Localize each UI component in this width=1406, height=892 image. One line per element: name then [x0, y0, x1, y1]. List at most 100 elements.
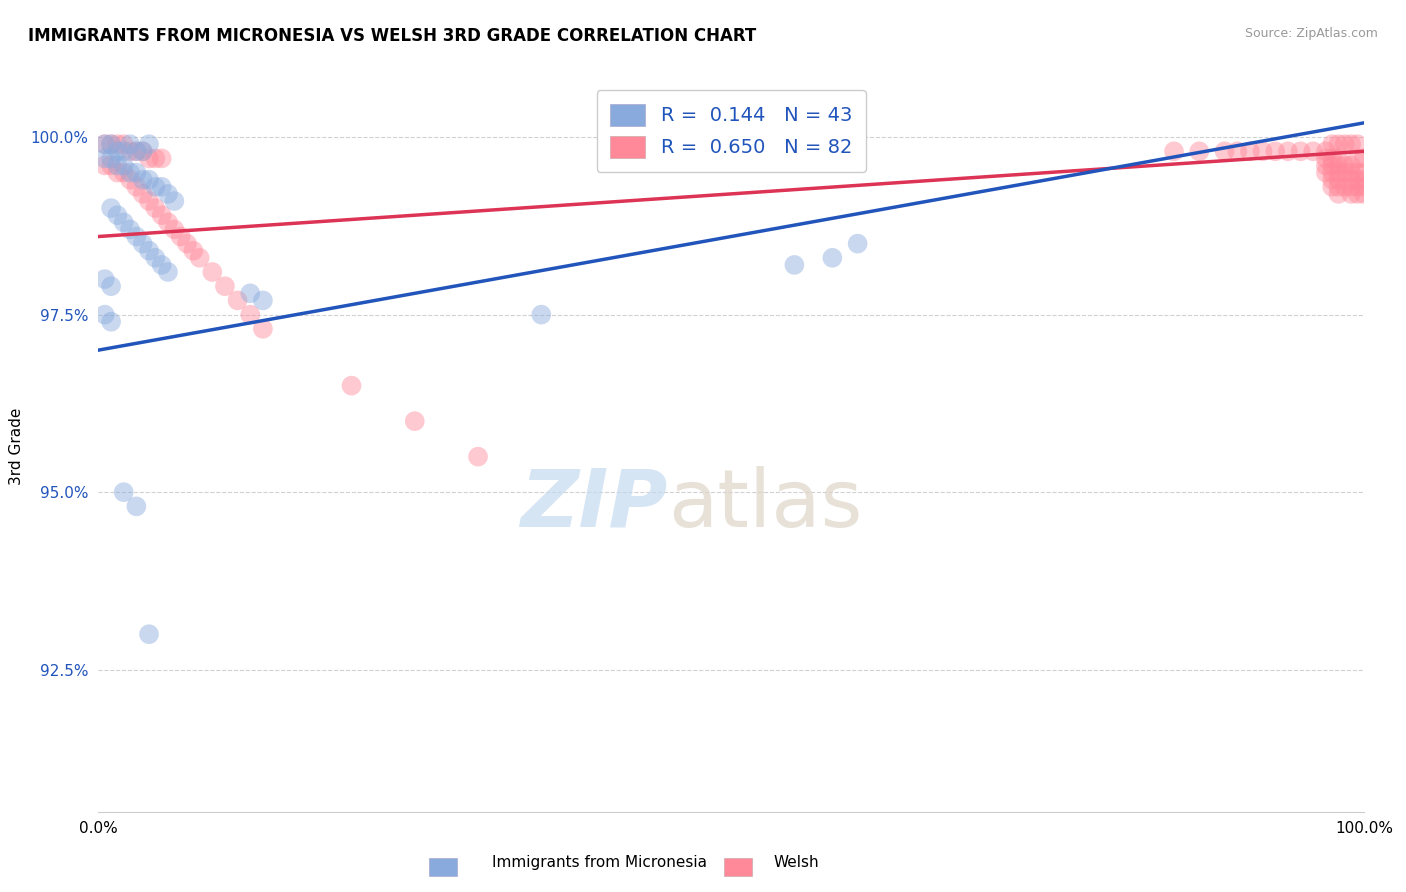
Point	[157, 265, 180, 279]
Point	[1327, 172, 1350, 186]
Point	[1347, 137, 1369, 152]
Point	[1322, 172, 1344, 186]
Point	[132, 145, 155, 159]
Point	[1347, 165, 1369, 179]
Point	[138, 627, 160, 641]
Point	[150, 179, 173, 194]
Point	[145, 152, 166, 166]
Point	[1322, 159, 1344, 173]
Point	[1213, 145, 1236, 159]
Point	[252, 293, 274, 308]
Point	[821, 251, 844, 265]
Point	[467, 450, 489, 464]
Point	[1347, 172, 1369, 186]
Point	[1347, 152, 1369, 166]
Point	[239, 308, 262, 322]
Text: Source: ZipAtlas.com: Source: ZipAtlas.com	[1244, 27, 1378, 40]
Point	[1322, 137, 1344, 152]
Text: ZIP: ZIP	[520, 466, 668, 543]
Point	[138, 244, 160, 258]
Point	[107, 165, 129, 179]
Point	[138, 194, 160, 208]
Point	[188, 251, 211, 265]
Point	[1327, 179, 1350, 194]
Point	[112, 165, 135, 179]
Point	[1327, 137, 1350, 152]
Text: IMMIGRANTS FROM MICRONESIA VS WELSH 3RD GRADE CORRELATION CHART: IMMIGRANTS FROM MICRONESIA VS WELSH 3RD …	[28, 27, 756, 45]
Point	[100, 137, 122, 152]
Point	[1327, 159, 1350, 173]
Point	[214, 279, 236, 293]
Point	[100, 152, 122, 166]
Legend: R =  0.144   N = 43, R =  0.650   N = 82: R = 0.144 N = 43, R = 0.650 N = 82	[596, 90, 866, 172]
Point	[1340, 186, 1362, 201]
Point	[107, 145, 129, 159]
Point	[93, 308, 117, 322]
Point	[120, 165, 141, 179]
Point	[93, 137, 117, 152]
Point	[100, 159, 122, 173]
Point	[132, 186, 155, 201]
Point	[1239, 145, 1261, 159]
Point	[145, 201, 166, 215]
Point	[125, 500, 148, 514]
Point	[1347, 179, 1369, 194]
Y-axis label: 3rd Grade: 3rd Grade	[8, 408, 24, 484]
Point	[183, 244, 205, 258]
Point	[1322, 152, 1344, 166]
Point	[1333, 179, 1355, 194]
Point	[1315, 159, 1337, 173]
Point	[125, 179, 148, 194]
Point	[1277, 145, 1299, 159]
Point	[150, 152, 173, 166]
Point	[846, 236, 869, 251]
Point	[157, 215, 180, 229]
Point	[1327, 152, 1350, 166]
Point	[93, 159, 117, 173]
Point	[1353, 186, 1375, 201]
Point	[132, 236, 155, 251]
Point	[132, 172, 155, 186]
Point	[1353, 172, 1375, 186]
Point	[1340, 165, 1362, 179]
Point	[100, 279, 122, 293]
Point	[1353, 165, 1375, 179]
Point	[138, 137, 160, 152]
Point	[1302, 145, 1324, 159]
Text: Immigrants from Micronesia: Immigrants from Micronesia	[492, 855, 707, 870]
Point	[100, 315, 122, 329]
Point	[1340, 179, 1362, 194]
Point	[125, 165, 148, 179]
Point	[125, 145, 148, 159]
Point	[1353, 152, 1375, 166]
Point	[125, 145, 148, 159]
Text: atlas: atlas	[668, 466, 862, 543]
Point	[112, 485, 135, 500]
Point	[1251, 145, 1274, 159]
Point	[783, 258, 806, 272]
Point	[201, 265, 224, 279]
Point	[1188, 145, 1211, 159]
Point	[404, 414, 426, 428]
Point	[100, 201, 122, 215]
Point	[1333, 165, 1355, 179]
Point	[1163, 145, 1185, 159]
Point	[1322, 165, 1344, 179]
Point	[120, 172, 141, 186]
Point	[1333, 137, 1355, 152]
Point	[1333, 159, 1355, 173]
Point	[120, 222, 141, 236]
Point	[226, 293, 249, 308]
Point	[1327, 186, 1350, 201]
Point	[112, 215, 135, 229]
Point	[138, 152, 160, 166]
Point	[1353, 179, 1375, 194]
Point	[169, 229, 191, 244]
Point	[163, 194, 186, 208]
Point	[1327, 165, 1350, 179]
Point	[1315, 152, 1337, 166]
Point	[93, 137, 117, 152]
Point	[100, 137, 122, 152]
Point	[157, 186, 180, 201]
Point	[150, 208, 173, 222]
